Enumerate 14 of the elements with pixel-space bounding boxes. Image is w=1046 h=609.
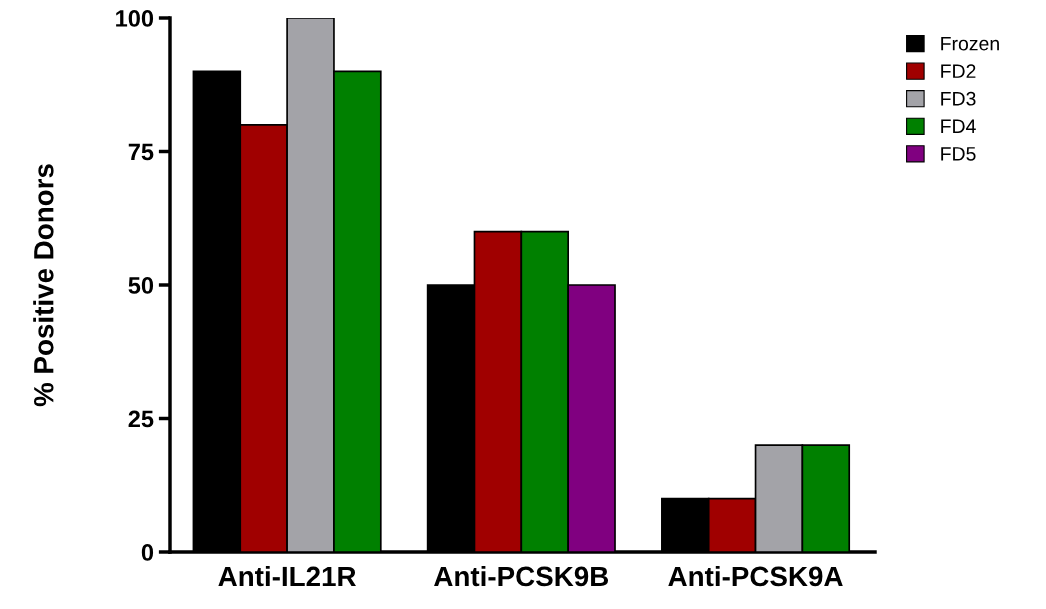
x-tick-label: Anti-IL21R [218,565,356,587]
y-tick-label: 25 [128,410,154,428]
y-axis-title: % Positive Donors [33,164,54,407]
x-tick-label: Anti-PCSK9A [668,565,843,587]
y-tick-label: 50 [128,277,154,294]
y-tick-label: 0 [141,544,154,561]
legend-label: FD3 [941,91,976,106]
legend-label: FD5 [941,147,976,161]
legend-label: FD4 [941,119,976,133]
legend-label: FD2 [941,64,976,78]
x-tick-label: Anti-PCSK9B [434,565,609,587]
y-tick-label: 100 [116,10,154,27]
legend-label: Frozen [941,36,999,51]
y-tick-label: 75 [128,143,154,161]
